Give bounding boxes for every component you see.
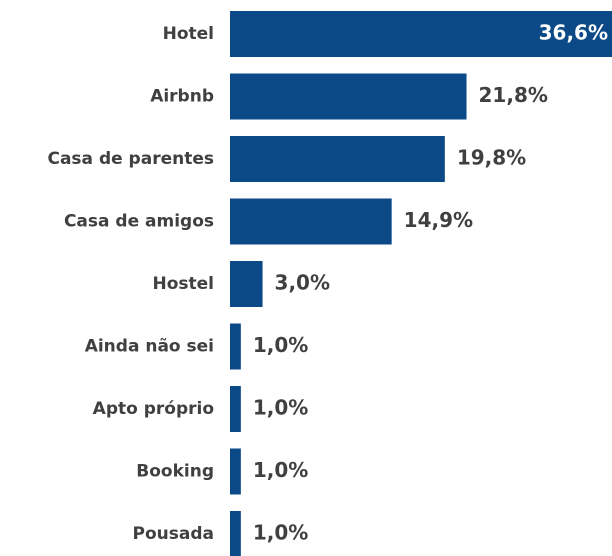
category-label: Hostel xyxy=(152,274,214,294)
value-label: 3,0% xyxy=(275,271,330,295)
category-label: Ainda não sei xyxy=(85,337,214,357)
category-label: Booking xyxy=(136,462,214,482)
category-label: Airbnb xyxy=(150,87,214,107)
value-label: 19,8% xyxy=(457,146,526,170)
bar xyxy=(230,386,241,432)
value-label: 36,6% xyxy=(539,21,608,45)
bar xyxy=(230,136,445,182)
bar xyxy=(230,448,241,495)
value-label: 14,9% xyxy=(404,208,473,232)
category-label: Casa de parentes xyxy=(47,149,214,169)
value-label: 21,8% xyxy=(479,83,548,107)
value-label: 1,0% xyxy=(253,521,308,545)
bar xyxy=(230,511,241,556)
category-label: Pousada xyxy=(133,524,214,544)
bar xyxy=(230,198,392,245)
bar xyxy=(230,323,241,370)
category-label: Casa de amigos xyxy=(64,212,214,232)
bar xyxy=(230,73,467,120)
bar xyxy=(230,11,612,57)
bar xyxy=(230,261,263,307)
value-label: 1,0% xyxy=(253,396,308,420)
value-label: 1,0% xyxy=(253,333,308,357)
category-label: Hotel xyxy=(163,24,214,44)
value-label: 1,0% xyxy=(253,458,308,482)
category-label: Apto próprio xyxy=(93,399,214,419)
